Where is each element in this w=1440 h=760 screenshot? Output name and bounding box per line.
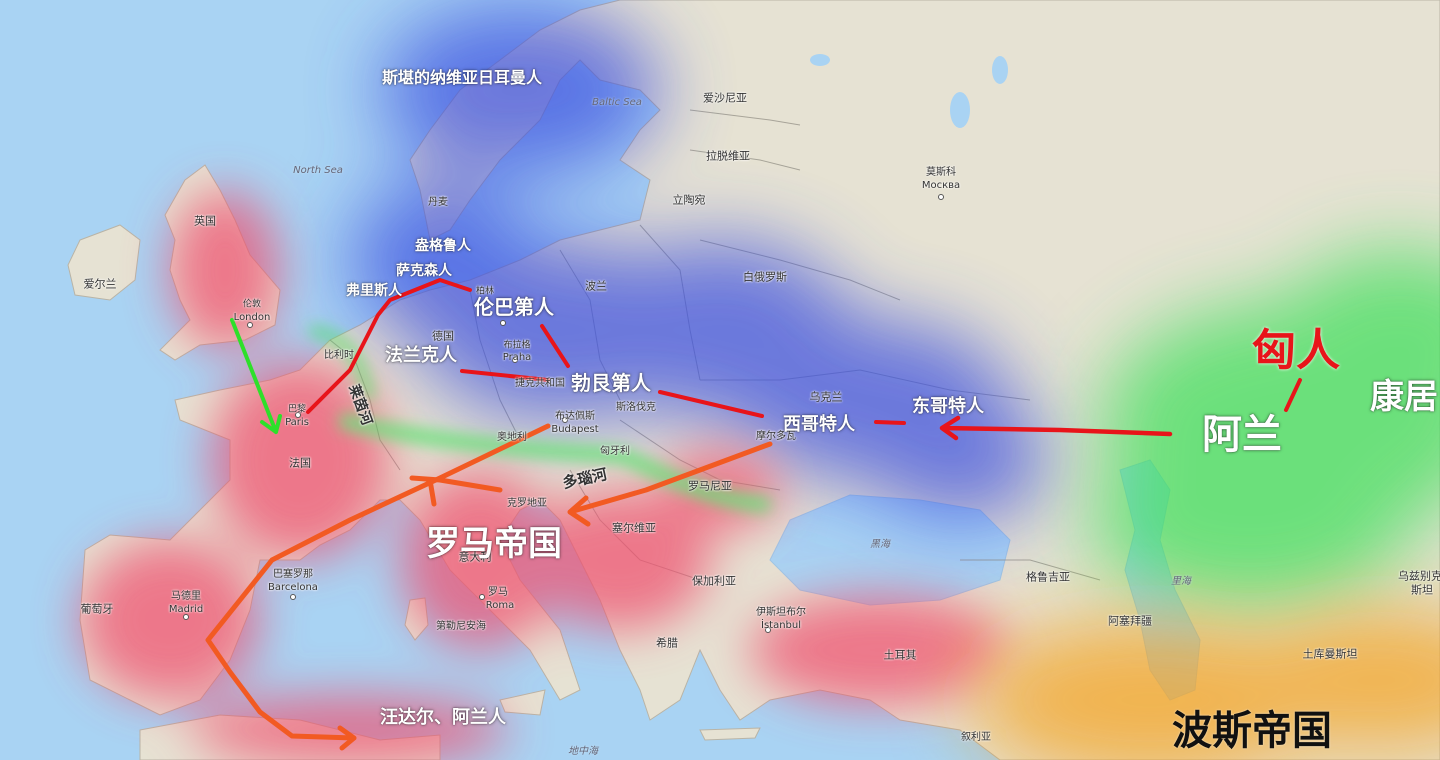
label-saxons: 萨克森人 — [396, 263, 452, 279]
crete — [699, 727, 761, 741]
visigoth-route-arrow — [567, 441, 773, 527]
label-belarus: 白俄罗斯 — [743, 270, 787, 284]
danube-band — [338, 413, 771, 512]
label-belgium: 比利时 — [324, 350, 354, 361]
label-czech: 捷克共和国 — [515, 378, 565, 389]
label-bulgaria: 保加利亚 — [692, 574, 736, 588]
label-alans: 阿兰 — [1202, 412, 1282, 458]
label-roman-empire: 罗马帝国 — [426, 524, 562, 564]
steppe-region — [1090, 250, 1440, 610]
label-estonia: 爱沙尼亚 — [703, 91, 747, 105]
label-italy: 意大利 — [458, 550, 492, 564]
ostrogoth-route — [874, 420, 906, 425]
label-ostrogoths: 东哥特人 — [912, 396, 984, 417]
label-moscow-cn: 莫斯科 — [926, 167, 956, 178]
label-persian-empire: 波斯帝国 — [1172, 708, 1332, 754]
label-budapest: Budapest — [551, 424, 599, 435]
label-franks: 法兰克人 — [385, 345, 457, 366]
label-paris-cn: 巴黎 — [287, 404, 307, 415]
city-dots — [183, 194, 944, 633]
label-austria: 奥地利 — [497, 432, 527, 443]
label-caspian: 里海 — [1171, 576, 1191, 587]
label-istanbul: İstanbul — [760, 620, 802, 631]
routes — [205, 278, 1302, 751]
label-madrid-cn: 马德里 — [171, 591, 201, 602]
label-lombards: 伦巴第人 — [474, 295, 554, 319]
label-serbia: 塞尔维亚 — [612, 521, 656, 535]
label-romania: 罗马尼亚 — [688, 479, 732, 493]
label-poland: 波兰 — [585, 279, 607, 293]
label-rome-cn: 罗马 — [488, 587, 508, 598]
label-frisians: 弗里斯人 — [346, 283, 402, 299]
label-prague: Praha — [502, 352, 532, 363]
label-london: London — [233, 312, 271, 323]
label-ukraine: 乌克兰 — [809, 390, 843, 404]
label-huns: 匈人 — [1252, 325, 1340, 376]
label-scandinavian-germans: 斯堪的纳维亚日耳曼人 — [381, 68, 543, 87]
label-latvia: 拉脱维亚 — [706, 149, 750, 163]
label-uzbek-2: 斯坦 — [1411, 583, 1433, 597]
label-denmark: 丹麦 — [428, 197, 448, 208]
frank-route — [460, 369, 550, 382]
britain-route-arrow — [230, 318, 282, 434]
roman-region — [80, 190, 1010, 760]
label-istanbul-cn: 伊斯坦布尔 — [756, 607, 806, 618]
label-anglo: 盎格鲁人 — [415, 238, 471, 254]
persian-region — [970, 610, 1440, 760]
huns-connector — [1284, 378, 1302, 412]
italy-route — [409, 475, 503, 493]
label-moscow: Москва — [921, 180, 961, 191]
hun-invasion-arrow — [939, 415, 1173, 441]
label-kangju: 康居 — [1370, 377, 1438, 417]
lombard-route — [540, 324, 570, 368]
ireland-land — [67, 224, 141, 301]
label-black-sea: 黑海 — [870, 539, 890, 550]
label-visigoths: 西哥特人 — [783, 414, 855, 435]
label-berlin: 柏林 — [475, 286, 495, 297]
label-portugal: 葡萄牙 — [80, 602, 114, 616]
lakes — [810, 54, 1008, 128]
label-germany: 德国 — [432, 329, 454, 343]
label-barcelona: Barcelona — [268, 582, 318, 593]
label-lithuania: 立陶宛 — [672, 193, 706, 207]
sicily — [499, 689, 546, 716]
label-turkmenistan: 土库曼斯坦 — [1302, 647, 1358, 661]
label-uk: 英国 — [194, 214, 216, 228]
label-vandals-alans: 汪达尔、阿兰人 — [380, 707, 506, 728]
region-overlays — [80, 5, 1440, 760]
label-rome: Roma — [485, 600, 515, 611]
frisian-route — [306, 278, 472, 414]
label-tyrrhenian: 第勒尼安海 — [436, 621, 486, 632]
label-greece: 希腊 — [656, 636, 678, 650]
label-gepids: 勃艮第人 — [571, 371, 651, 395]
label-baltic-sea: Baltic Sea — [592, 97, 642, 108]
rhine-band — [309, 325, 375, 401]
label-paris: Paris — [285, 417, 309, 428]
label-mediterranean: 地中海 — [568, 746, 598, 757]
label-georgia: 格鲁吉亚 — [1026, 570, 1070, 584]
label-barcelona-cn: 巴塞罗那 — [273, 569, 313, 580]
gepid-route — [658, 390, 764, 418]
label-london-cn: 伦敦 — [242, 299, 262, 310]
label-turkey: 土耳其 — [883, 648, 917, 662]
label-france: 法国 — [289, 456, 311, 470]
label-azerbaijan: 阿塞拜疆 — [1108, 614, 1152, 628]
label-uzbek-1: 乌兹别克 — [1398, 569, 1440, 583]
label-syria: 叙利亚 — [961, 732, 991, 743]
label-ireland: 爱尔兰 — [83, 277, 117, 291]
label-slovakia: 斯洛伐克 — [616, 402, 656, 413]
italy-route-branch — [427, 477, 437, 507]
label-croatia: 克罗地亚 — [507, 498, 547, 509]
label-budapest-cn: 布达佩斯 — [555, 411, 595, 422]
vandal-route-arrow — [205, 423, 551, 751]
label-north-sea: North Sea — [293, 165, 343, 176]
label-prague-cn: 布拉格 — [503, 340, 531, 351]
label-hungary: 匈牙利 — [600, 446, 630, 457]
label-madrid: Madrid — [168, 604, 204, 615]
label-moldova: 摩尔多瓦 — [756, 431, 796, 442]
